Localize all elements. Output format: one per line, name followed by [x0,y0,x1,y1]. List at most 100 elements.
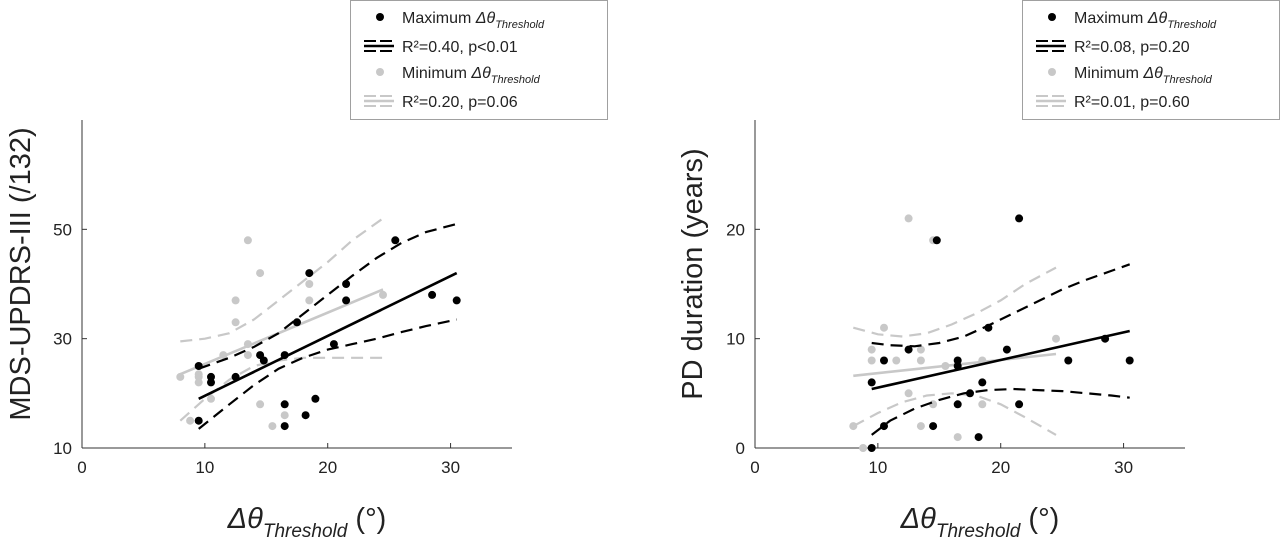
data-point-max [329,340,338,349]
data-point-min [904,389,913,398]
data-point-max [1125,356,1134,365]
legend-series-subscript: Threshold [1163,74,1213,86]
fit-line-max [871,329,1130,391]
data-point-max [280,351,289,360]
ci-lower-line-min [852,392,1057,436]
data-point-max [953,356,962,365]
x-axis-label-subscript: Threshold [936,521,1022,542]
data-point-min [194,378,203,387]
data-point-max [342,280,351,288]
legend-series-subscript: Threshold [1167,19,1217,31]
fit-line-min [179,288,384,376]
data-point-min [849,422,858,431]
data-point-min [1052,334,1060,343]
legend-series-subscript: Threshold [495,19,545,31]
data-point-max [880,356,888,365]
data-point-min [978,400,987,409]
data-point-max [867,444,876,452]
data-point-min [953,433,962,442]
data-point-max [966,389,974,398]
data-point-min [929,400,938,409]
legend-series-delta: Δθ [1142,65,1163,82]
x-tick-label: 20 [991,458,1010,477]
x-axis-label-unit: (°) [1020,503,1059,535]
data-point-max [194,362,203,370]
data-point-max [231,372,240,381]
data-point-min [916,422,925,431]
data-point-min [904,214,913,223]
data-point-min [207,394,215,403]
legend-series-delta: Δθ [475,10,496,27]
legend-series-name: Maximum ΔθThreshold [1074,10,1217,31]
data-point-max [280,400,289,409]
data-point-min [867,356,876,365]
y-axis-label: PD duration (years) [677,148,709,399]
legend-fit-label: R²=0.20, p=0.06 [402,94,518,111]
data-point-min [186,416,195,425]
data-point-max [1015,400,1024,409]
x-axis-label-delta: Δθ [227,503,263,535]
legend-fit-label: R²=0.40, p<0.01 [402,39,518,56]
data-point-min [305,280,314,288]
data-point-min [280,411,289,420]
series-min [176,217,387,431]
legend-fit-label: R²=0.08, p=0.20 [1074,39,1190,56]
data-point-min [379,290,387,299]
data-point-max [932,236,941,245]
x-tick-label: 10 [195,458,214,477]
data-point-max [904,345,913,354]
data-point-min [256,400,265,409]
data-point-min [219,351,228,360]
legend-series-prefix: Minimum [402,65,471,82]
data-point-max [978,378,987,387]
data-point-min [194,372,203,381]
y-tick-label: 50 [53,220,72,239]
data-point-min [916,345,925,354]
data-point-min [243,351,252,360]
ci-lower-line-max [871,387,1130,436]
ci-upper-line-max [871,263,1131,348]
x-axis-label: ΔθThreshold (°) [227,503,387,542]
data-point-max [428,290,437,299]
data-point-min [941,362,950,370]
y-tick-label: 30 [53,330,72,349]
y-tick-label: 0 [736,439,745,458]
data-point-max [953,362,962,370]
fit-line-max [198,271,458,400]
legend-series-delta: Δθ [470,65,491,82]
legend-series-prefix: Maximum [1074,10,1148,27]
data-point-min [892,356,901,365]
data-point-max [311,394,320,403]
legend-series-name: Minimum ΔθThreshold [1074,65,1213,86]
legend-series-subscript: Threshold [491,74,541,86]
data-point-min [916,356,925,365]
data-point-max [974,433,983,442]
x-axis-label-subscript: Threshold [263,521,349,542]
series-min [849,214,1060,452]
data-point-max [929,422,938,431]
data-point-max [984,323,993,332]
data-point-min [305,296,314,305]
data-point-min [880,323,888,332]
data-point-max [342,296,351,305]
legend-box [350,0,608,120]
series-max [194,222,461,431]
data-point-max [1015,214,1024,223]
data-point-min [243,236,252,245]
data-point-min [867,345,876,354]
x-axis-label-delta: Δθ [900,503,936,535]
data-point-max [207,372,215,381]
ci-upper-line-min [853,266,1057,338]
ci-upper-line-max [198,222,457,370]
y-tick-label: 10 [53,439,72,458]
data-point-max [280,422,289,431]
data-point-max [1064,356,1073,365]
legend-series-delta: Δθ [1147,10,1168,27]
data-point-max [305,269,314,278]
data-point-min [176,372,185,381]
x-tick-label: 30 [441,458,460,477]
